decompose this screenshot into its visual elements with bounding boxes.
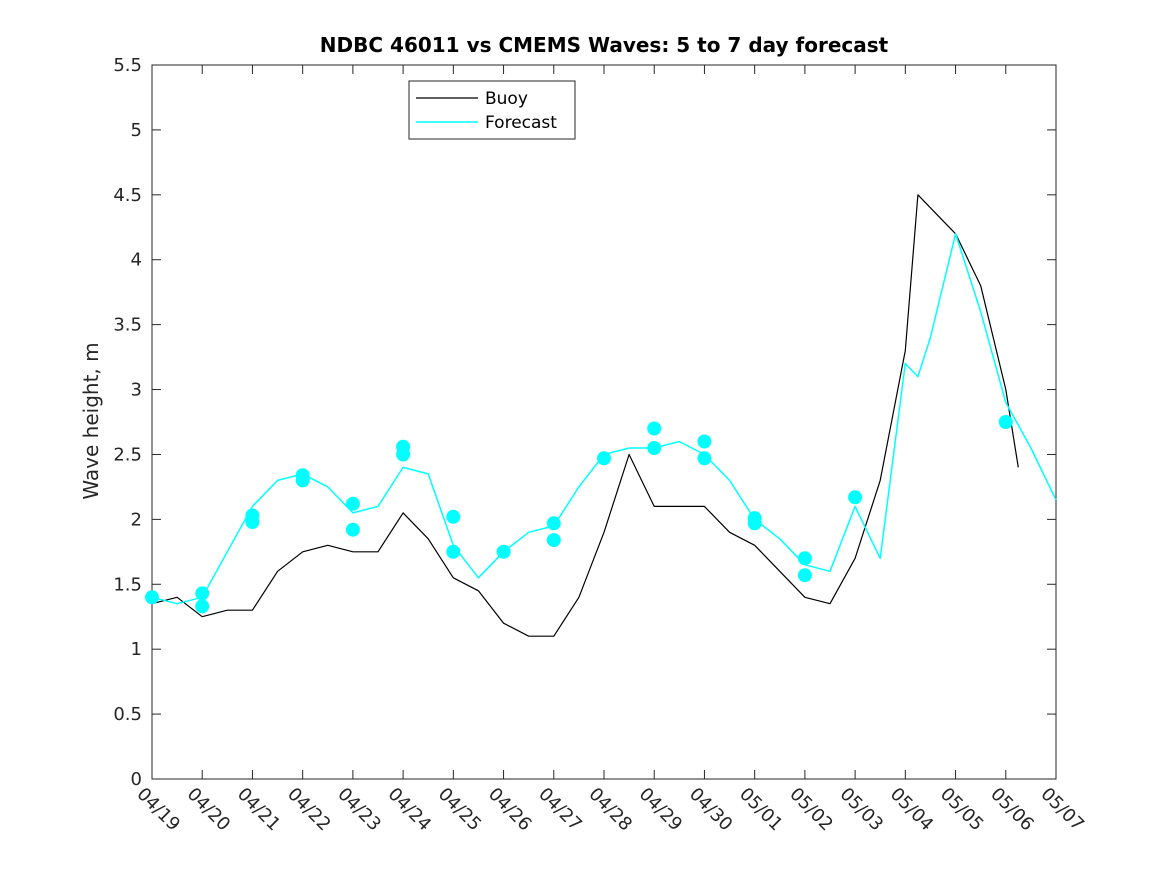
legend: Buoy Forecast — [408, 80, 576, 140]
y-tick-label: 2 — [131, 509, 142, 530]
y-tick-label: 3 — [131, 380, 142, 401]
forecast-marker — [295, 473, 310, 488]
y-tick-label: 5.5 — [113, 55, 142, 76]
x-tick-label: 05/02 — [785, 784, 837, 836]
x-tick-label: 05/01 — [735, 784, 787, 836]
buoy-series-line — [151, 194, 1019, 637]
forecast-marker — [848, 490, 863, 505]
y-tick-label: 4.5 — [113, 185, 142, 206]
x-tick-label: 04/20 — [183, 784, 235, 836]
chart-title: NDBC 46011 vs CMEMS Waves: 5 to 7 day fo… — [320, 33, 889, 57]
x-tick-label: 05/07 — [1036, 784, 1088, 836]
forecast-marker — [546, 516, 561, 531]
legend-box — [408, 80, 576, 140]
forecast-marker — [396, 447, 411, 462]
forecast-marker — [145, 590, 159, 605]
y-tick-label: 0 — [131, 769, 142, 790]
x-tick-label: 04/30 — [685, 784, 737, 836]
y-tick-label: 2.5 — [113, 444, 142, 465]
forecast-marker — [747, 516, 762, 531]
x-tick-label: 05/06 — [986, 784, 1038, 836]
forecast-marker — [697, 451, 712, 466]
forecast-marker — [647, 421, 662, 436]
legend-forecast-label: Forecast — [485, 113, 557, 133]
forecast-marker — [446, 509, 461, 524]
x-tick-label: 04/23 — [333, 784, 385, 836]
y-tick-label: 5 — [131, 120, 142, 141]
x-tick-label: 05/03 — [836, 784, 888, 836]
y-tick-label: 1 — [131, 639, 142, 660]
forecast-marker — [446, 544, 461, 559]
x-tick-label: 04/21 — [233, 784, 285, 836]
x-tick-label: 04/19 — [132, 784, 184, 836]
forecast-marker — [797, 551, 812, 566]
forecast-marker — [597, 451, 611, 466]
forecast-marker — [697, 434, 712, 449]
forecast-marker — [345, 522, 360, 537]
forecast-marker — [647, 441, 662, 455]
y-tick-label: 3.5 — [113, 315, 142, 336]
x-tick-label: 05/05 — [936, 784, 988, 836]
forecast-marker — [797, 568, 812, 583]
x-tick-label: 04/27 — [534, 784, 586, 836]
forecast-marker — [496, 544, 511, 559]
y-tick-label: 4 — [131, 250, 142, 271]
forecast-marker — [345, 496, 360, 511]
legend-buoy-label: Buoy — [485, 89, 528, 109]
forecast-marker — [195, 586, 210, 601]
forecast-marker — [998, 415, 1013, 429]
x-tick-label: 04/24 — [384, 784, 436, 836]
x-tick-label: 04/29 — [635, 784, 687, 836]
y-axis: 0 0.5 1 1.5 2 2.5 3 3.5 4 4.5 5 5.5 — [113, 55, 1056, 790]
plot-area — [151, 64, 1057, 780]
y-tick-label: 1.5 — [113, 574, 142, 595]
x-tick-label: 04/28 — [584, 784, 636, 836]
y-axis-label: Wave height, m — [79, 342, 103, 499]
x-tick-label: 04/26 — [484, 784, 536, 836]
marker-layer — [145, 415, 1013, 614]
x-tick-label: 05/04 — [886, 784, 938, 836]
forecast-marker — [546, 533, 561, 548]
forecast-marker — [195, 599, 210, 614]
forecast-marker — [245, 515, 260, 529]
x-tick-label: 04/25 — [434, 784, 486, 836]
x-tick-label: 04/22 — [283, 784, 335, 836]
y-tick-label: 0.5 — [113, 704, 142, 725]
